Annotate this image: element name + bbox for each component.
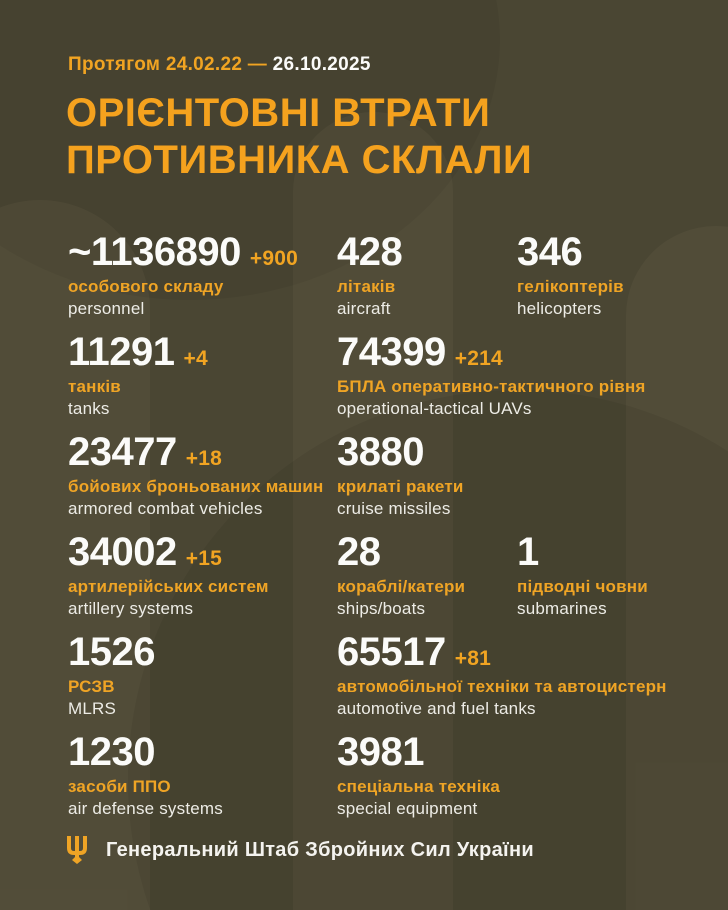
stat-armored-vehicles: 23477 +18 бойових броньованих машин armor… bbox=[68, 430, 337, 530]
period-prefix: Протягом 24.02.22 — bbox=[68, 54, 268, 75]
stat-aircraft: 428 літаків aircraft bbox=[337, 230, 517, 330]
stat-delta: +15 bbox=[185, 547, 222, 570]
title-line-2: ПРОТИВНИКА СКЛАЛИ bbox=[66, 138, 533, 182]
footer: Генеральний Штаб Збройних Сил України bbox=[66, 836, 534, 864]
trident-watermark-right-prong bbox=[626, 226, 728, 910]
losses-grid: ~1136890 +900 особового складу personnel … bbox=[68, 230, 708, 830]
stat-air-defense: 1230 засоби ППО air defense systems bbox=[68, 730, 337, 830]
stat-value: ~1136890 bbox=[68, 230, 241, 274]
stat-label-en: helicopters bbox=[517, 299, 602, 318]
stat-label-en: personnel bbox=[68, 299, 145, 318]
stat-label-en: artillery systems bbox=[68, 599, 194, 618]
stat-label-ua: крилаті ракети bbox=[337, 477, 464, 496]
stat-artillery: 34002 +15 артилерійських систем artillery… bbox=[68, 530, 337, 630]
stat-ships: 28 кораблі/катери ships/boats bbox=[337, 530, 517, 630]
stat-delta: +81 bbox=[454, 647, 491, 670]
reporting-period: Протягом 24.02.22 — 26.10.2025 bbox=[68, 54, 371, 76]
stat-delta: +18 bbox=[185, 447, 222, 470]
stat-submarines: 1 підводні човни submarines bbox=[517, 530, 708, 630]
stat-value: 1526 bbox=[68, 630, 155, 674]
stat-label-ua: підводні човни bbox=[517, 577, 648, 596]
stat-label-en: operational-tactical UAVs bbox=[337, 399, 532, 418]
stat-delta: +214 bbox=[454, 347, 503, 370]
stat-value: 34002 bbox=[68, 530, 177, 574]
stat-value: 428 bbox=[337, 230, 403, 274]
stat-vehicles-fuel-tanks: 65517 +81 автомобільної техніки та автоци… bbox=[337, 630, 708, 730]
stat-label-ua: танків bbox=[68, 377, 121, 396]
stat-label-en: tanks bbox=[68, 399, 110, 418]
stat-uavs: 74399 +214 БПЛА оперативно-тактичного рів… bbox=[337, 330, 708, 430]
stat-label-ua: бойових броньованих машин bbox=[68, 477, 324, 496]
stat-mlrs: 1526 РСЗВ MLRS bbox=[68, 630, 337, 730]
stat-label-ua: засоби ППО bbox=[68, 777, 171, 796]
stat-personnel: ~1136890 +900 особового складу personnel bbox=[68, 230, 337, 330]
stat-label-ua: кораблі/катери bbox=[337, 577, 466, 596]
stat-value: 1230 bbox=[68, 730, 155, 774]
stat-cruise-missiles: 3880 крилаті ракети cruise missiles bbox=[337, 430, 708, 530]
stat-label-ua: БПЛА оперативно-тактичного рівня bbox=[337, 377, 646, 396]
stat-tanks: 11291 +4 танків tanks bbox=[68, 330, 337, 430]
stat-value: 28 bbox=[337, 530, 381, 574]
stat-value: 1 bbox=[517, 530, 539, 574]
stat-label-ua: гелікоптерів bbox=[517, 277, 624, 296]
period-end-date: 26.10.2025 bbox=[272, 54, 371, 75]
stat-label-ua: артилерійських систем bbox=[68, 577, 269, 596]
trident-icon bbox=[67, 836, 87, 864]
stat-special-equipment: 3981 спеціальна техніка special equipmen… bbox=[337, 730, 708, 830]
stat-value: 3880 bbox=[337, 430, 424, 474]
stat-label-en: armored combat vehicles bbox=[68, 499, 263, 518]
title-line-1: ОРІЄНТОВНІ ВТРАТИ bbox=[66, 91, 491, 135]
stat-label-en: submarines bbox=[517, 599, 607, 618]
stat-value: 74399 bbox=[337, 330, 446, 374]
stat-label-ua: спеціальна техніка bbox=[337, 777, 501, 796]
stat-value: 23477 bbox=[68, 430, 177, 474]
stat-delta: +4 bbox=[183, 347, 208, 370]
stat-value: 65517 bbox=[337, 630, 446, 674]
stat-label-en: automotive and fuel tanks bbox=[337, 699, 536, 718]
stat-value: 346 bbox=[517, 230, 583, 274]
page-title: ОРІЄНТОВНІ ВТРАТИ ПРОТИВНИКА СКЛАЛИ bbox=[66, 90, 532, 184]
trident-watermark-middle-prong bbox=[293, 112, 453, 910]
stat-label-en: special equipment bbox=[337, 799, 478, 818]
stat-value: 3981 bbox=[337, 730, 424, 774]
stat-label-en: MLRS bbox=[68, 699, 117, 718]
stat-label-en: air defense systems bbox=[68, 799, 223, 818]
stat-label-en: aircraft bbox=[337, 299, 391, 318]
stat-label-en: ships/boats bbox=[337, 599, 426, 618]
organization-name: Генеральний Штаб Збройних Сил України bbox=[106, 838, 534, 861]
stat-label-ua: особового складу bbox=[68, 277, 224, 296]
stat-delta: +900 bbox=[249, 247, 298, 270]
stat-label-ua: РСЗВ bbox=[68, 677, 115, 696]
trident-watermark-left-prong bbox=[0, 200, 150, 910]
stat-label-ua: автомобільної техніки та автоцистерн bbox=[337, 677, 667, 696]
stat-label-ua: літаків bbox=[337, 277, 396, 296]
stat-label-en: cruise missiles bbox=[337, 499, 451, 518]
stat-value: 11291 bbox=[68, 330, 175, 374]
stat-helicopters: 346 гелікоптерів helicopters bbox=[517, 230, 708, 330]
